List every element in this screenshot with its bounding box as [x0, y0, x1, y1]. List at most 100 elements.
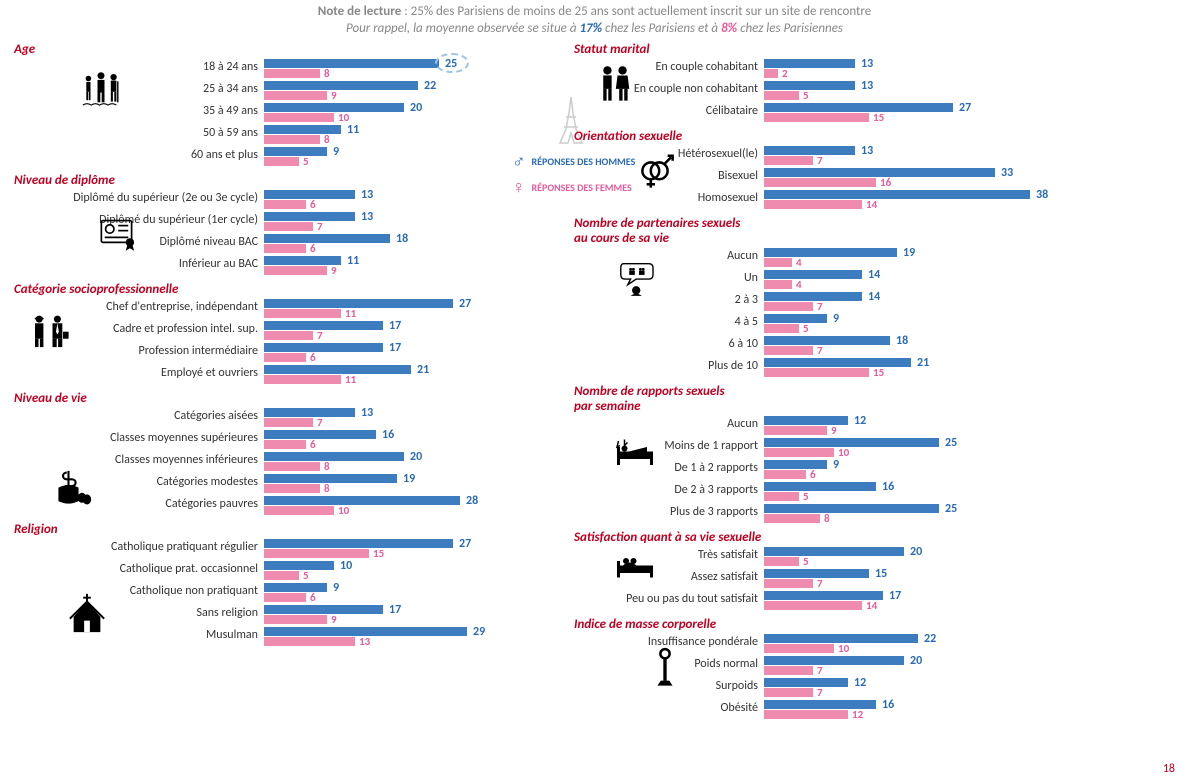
bar-female [764, 644, 834, 653]
value-male: 20 [410, 450, 422, 464]
value-male: 14 [868, 290, 880, 304]
row-label: De 2 à 3 rapports [574, 482, 764, 496]
bar-female [764, 324, 799, 333]
bar-male [764, 438, 939, 447]
chart-row: De 2 à 3 rapports165 [574, 482, 1174, 504]
value-male: 21 [417, 363, 429, 377]
row-label: Musulman [14, 627, 264, 641]
money-icon [50, 465, 92, 514]
bar-male [264, 59, 439, 68]
value-female: 6 [310, 351, 316, 364]
age-icon [80, 68, 122, 117]
highlight-circle [435, 53, 469, 73]
pct-hommes: 17% [579, 21, 602, 36]
value-male: 20 [910, 654, 922, 668]
bar-male [264, 605, 383, 614]
section-title: Niveau de vie [14, 391, 574, 406]
bar-male [764, 678, 848, 687]
row-label: 2 à 3 [574, 292, 764, 306]
value-male: 33 [1001, 166, 1013, 180]
bar-male [264, 321, 383, 330]
section-title: Nombre de rapports sexuelspar semaine [574, 384, 1174, 414]
pct-femmes: 8% [721, 21, 737, 36]
orientation-icon [634, 149, 676, 198]
bar-female [764, 113, 869, 122]
value-female: 6 [310, 438, 316, 451]
value-male: 13 [361, 188, 373, 202]
value-male: 20 [910, 545, 922, 559]
value-female: 10 [838, 446, 849, 459]
bmi-icon [644, 647, 686, 696]
row-label: Plus de 3 rapports [574, 504, 764, 518]
value-female: 7 [817, 686, 823, 699]
section-title: Satisfaction quant à sa vie sexuelle [574, 530, 1174, 545]
value-male: 13 [361, 210, 373, 224]
value-male: 16 [382, 428, 394, 442]
note-lecture: Note de lecture : 25% des Parisiens de m… [0, 4, 1189, 19]
left-column: Age18 à 24 ans25825 à 34 ans22935 à 49 a… [14, 38, 574, 722]
chart-row: Classes moyennes supérieures166 [14, 430, 574, 452]
value-male: 16 [882, 698, 894, 712]
value-male: 18 [396, 232, 408, 246]
value-male: 13 [861, 57, 873, 71]
bar-male [764, 292, 862, 301]
value-male: 12 [854, 676, 866, 690]
value-female: 15 [873, 366, 884, 379]
value-female: 7 [317, 220, 323, 233]
value-male: 17 [889, 589, 901, 603]
bar-female [264, 200, 306, 209]
bar-female [264, 309, 341, 318]
value-male: 25 [945, 436, 957, 450]
row-label: 35 à 49 ans [14, 103, 264, 117]
chart-section: Catégorie socioprofessionnelleChef d'ent… [14, 282, 574, 387]
bar-male [264, 343, 383, 352]
chart-section: Nombre de rapports sexuelspar semaineAuc… [574, 384, 1174, 526]
bar-female [264, 593, 306, 602]
chart-row: Employé et ouvriers2111 [14, 365, 574, 387]
bar-female [764, 426, 827, 435]
bar-male [764, 547, 904, 556]
value-male: 19 [903, 246, 915, 260]
bar-male [764, 59, 855, 68]
value-male: 29 [473, 625, 485, 639]
value-female: 8 [324, 133, 330, 146]
bar-male [264, 408, 355, 417]
value-male: 17 [389, 603, 401, 617]
bar-male [764, 248, 897, 257]
value-female: 6 [810, 468, 816, 481]
row-label: 4 à 5 [574, 314, 764, 328]
value-male: 13 [861, 79, 873, 93]
bar-male [264, 256, 341, 265]
chart-row: Cadre et profession intel. sup.177 [14, 321, 574, 343]
bar-female [264, 91, 327, 100]
value-male: 22 [424, 79, 436, 93]
value-female: 7 [317, 416, 323, 429]
value-female: 5 [803, 322, 809, 335]
row-label: 18 à 24 ans [14, 59, 264, 73]
satisfaction-icon [614, 546, 656, 595]
row-label: Très satisfait [574, 547, 764, 561]
bar-female [764, 178, 876, 187]
row-label: Plus de 10 [574, 358, 764, 372]
bar-male [764, 146, 855, 155]
value-male: 16 [882, 480, 894, 494]
value-female: 8 [824, 512, 830, 525]
row-label: Sans religion [14, 605, 264, 619]
value-female: 13 [359, 635, 370, 648]
value-female: 8 [324, 67, 330, 80]
row-label: Employé et ouvriers [14, 365, 264, 379]
bar-female [264, 244, 306, 253]
value-female: 15 [373, 547, 384, 560]
note-prefix: Note de lecture [318, 4, 402, 19]
chart-section: Satisfaction quant à sa vie sexuelle Très… [574, 530, 1174, 613]
value-male: 27 [459, 537, 471, 551]
bar-male [264, 299, 453, 308]
value-female: 6 [310, 198, 316, 211]
bar-male [764, 314, 827, 323]
row-label: Insuffisance pondérale [574, 634, 764, 648]
bar-female [764, 69, 778, 78]
value-female: 14 [866, 599, 877, 612]
bar-female [264, 222, 313, 231]
bar-male [764, 190, 1030, 199]
value-female: 9 [331, 264, 337, 277]
